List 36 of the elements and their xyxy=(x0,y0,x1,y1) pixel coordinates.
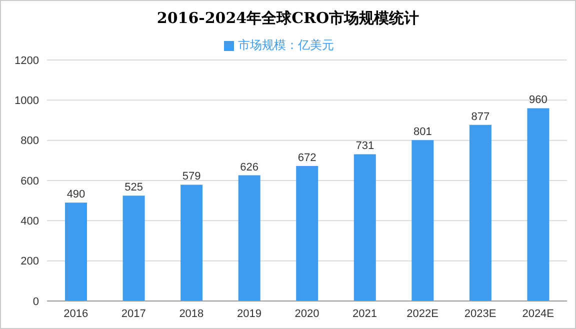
x-tick-label: 2016 xyxy=(64,308,88,320)
y-tick-label: 800 xyxy=(20,135,39,148)
data-label: 672 xyxy=(298,152,316,164)
data-label: 626 xyxy=(240,161,259,174)
data-label: 877 xyxy=(471,110,490,123)
data-label: 490 xyxy=(66,188,86,201)
y-tick-label: 200 xyxy=(20,256,39,268)
bar xyxy=(354,154,376,301)
x-tick-label: 2021 xyxy=(352,308,378,320)
y-tick-label: 0 xyxy=(32,296,39,308)
bar xyxy=(296,166,318,301)
bar xyxy=(469,124,492,301)
data-label: 960 xyxy=(529,94,548,106)
bar xyxy=(412,140,434,301)
y-tick-label: 600 xyxy=(20,175,39,188)
y-tick-label: 1000 xyxy=(14,95,39,108)
x-tick-label: 2018 xyxy=(179,308,204,320)
x-tick-label: 2022E xyxy=(406,308,438,320)
data-label: 579 xyxy=(182,170,201,183)
bar xyxy=(122,196,145,301)
legend-label: 市场规模：亿美元 xyxy=(238,38,334,52)
x-tick-label: 2019 xyxy=(236,308,262,320)
x-tick-label: 2024E xyxy=(522,308,554,320)
data-label: 525 xyxy=(124,182,143,194)
data-label: 801 xyxy=(413,126,432,138)
bar xyxy=(65,202,87,301)
data-label: 731 xyxy=(356,140,374,152)
chart-title: 2016-2024年全球CRO市场规模统计 xyxy=(156,9,420,29)
y-tick-label: 1200 xyxy=(14,54,39,67)
bar xyxy=(238,175,260,301)
x-tick-label: 2020 xyxy=(294,308,320,320)
y-tick-label: 400 xyxy=(20,216,39,228)
x-tick-label: 2023E xyxy=(464,308,496,320)
bar xyxy=(527,108,550,301)
bar xyxy=(180,184,203,301)
x-tick-label: 2017 xyxy=(121,308,146,320)
